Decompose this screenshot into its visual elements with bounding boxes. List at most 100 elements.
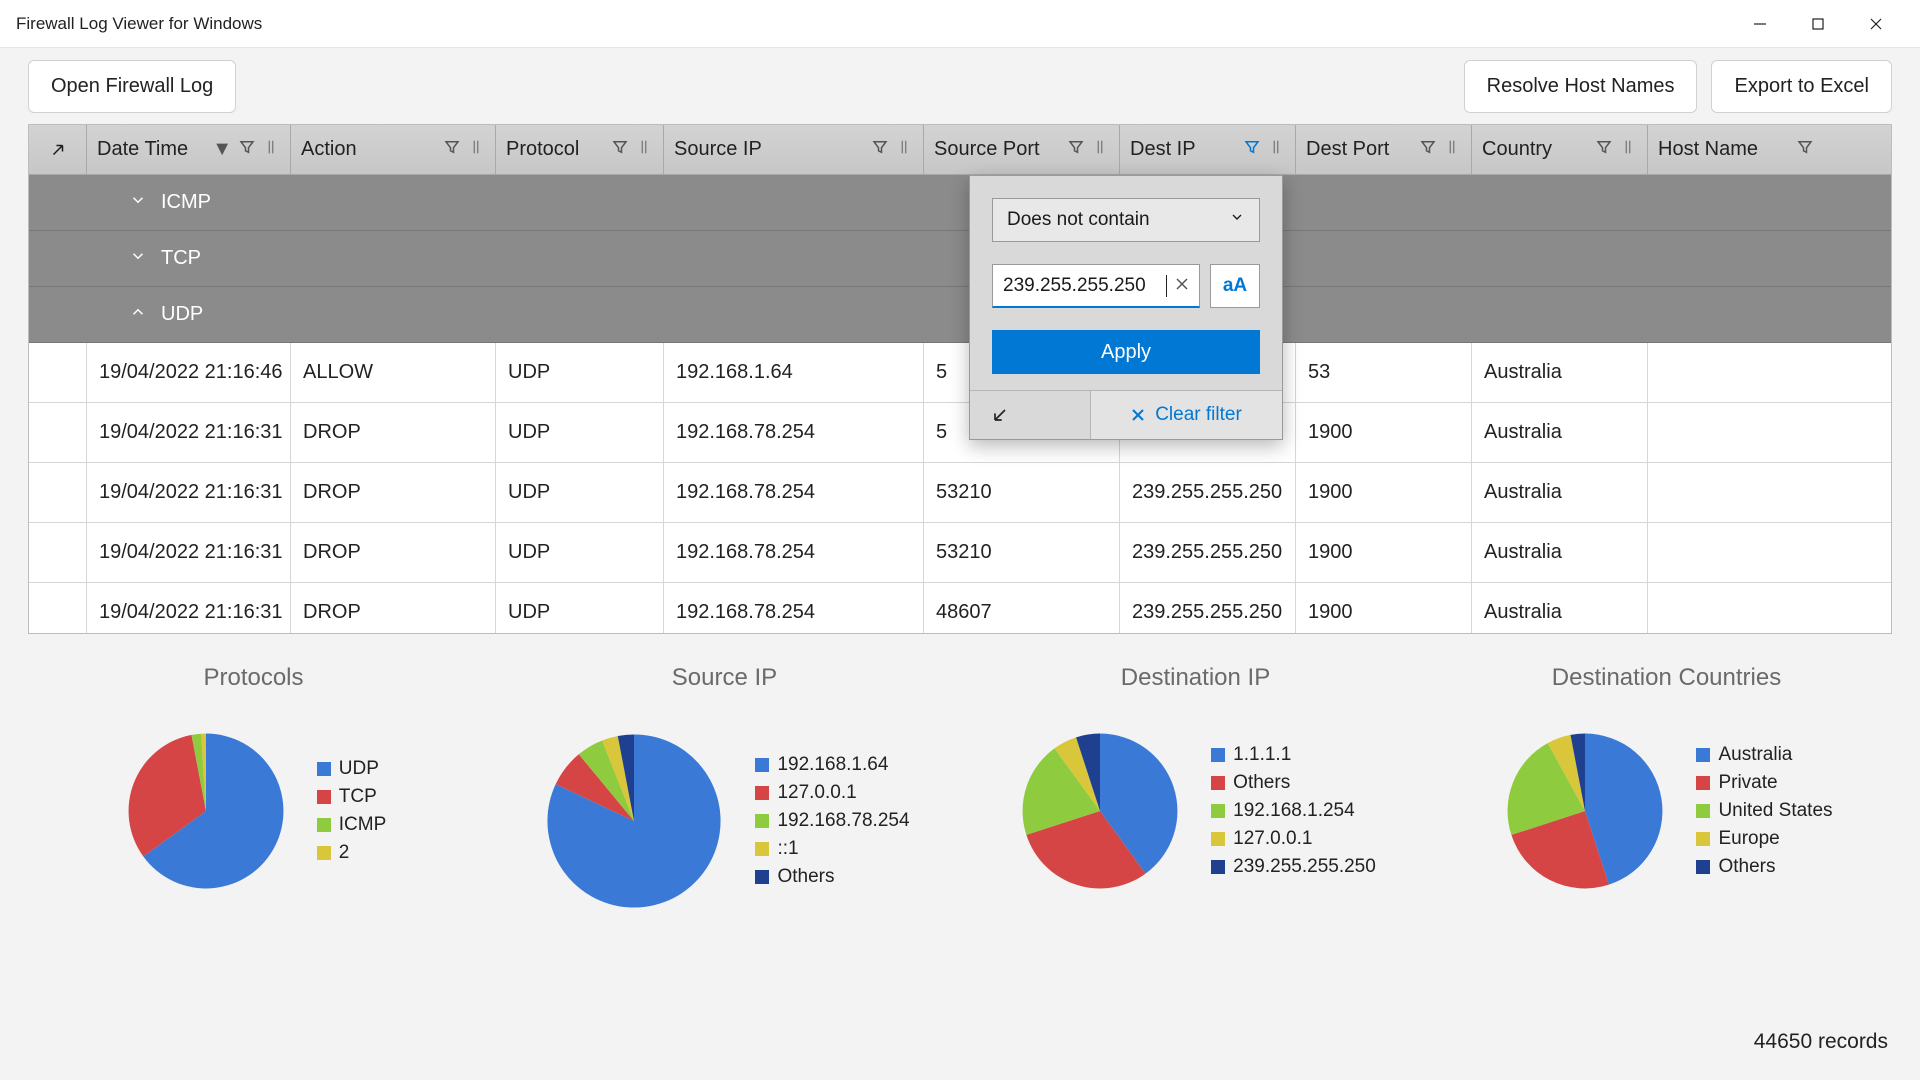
column-label: Protocol xyxy=(506,138,605,161)
column-header-datetime[interactable]: Date Time ▼ xyxy=(87,125,291,174)
chart-title: Destination IP xyxy=(1121,664,1270,692)
case-sensitive-toggle[interactable]: aA xyxy=(1210,264,1260,308)
legend-item: Others xyxy=(755,866,909,888)
group-row-tcp[interactable]: TCP xyxy=(29,231,1891,287)
cell-srcip: 192.168.78.254 xyxy=(664,523,924,582)
titlebar: Firewall Log Viewer for Windows xyxy=(0,0,1920,48)
cell-destip: 239.255.255.250 xyxy=(1120,463,1296,522)
filter-icon[interactable] xyxy=(443,138,461,162)
column-header-protocol[interactable]: Protocol xyxy=(496,125,664,174)
clear-filter-button[interactable]: Clear filter xyxy=(1090,391,1282,439)
column-header-source-ip[interactable]: Source IP xyxy=(664,125,924,174)
legend-swatch xyxy=(755,786,769,800)
pie-chart xyxy=(1015,726,1185,896)
row-gutter xyxy=(29,403,87,462)
expand-down-left-icon xyxy=(990,405,1010,425)
cell-srcip: 192.168.1.64 xyxy=(664,343,924,402)
filter-mode-select[interactable]: Does not contain xyxy=(992,198,1260,242)
legend-item: Private xyxy=(1696,772,1832,794)
column-label: Country xyxy=(1482,138,1589,161)
column-label: Action xyxy=(301,138,437,161)
column-resize-handle[interactable] xyxy=(895,138,913,162)
chart-countries: Destination Countries AustraliaPrivateUn… xyxy=(1441,664,1892,916)
cell-datetime: 19/04/2022 21:16:31 xyxy=(87,463,291,522)
cell-protocol: UDP xyxy=(496,583,664,634)
filter-icon[interactable] xyxy=(1595,138,1613,162)
apply-filter-button[interactable]: Apply xyxy=(992,330,1260,374)
legend-label: Others xyxy=(777,866,834,888)
column-resize-handle[interactable] xyxy=(467,138,485,162)
table-row[interactable]: 19/04/2022 21:16:31DROPUDP192.168.78.254… xyxy=(29,403,1891,463)
filter-icon[interactable] xyxy=(1067,138,1085,162)
legend-swatch xyxy=(317,846,331,860)
cell-srcport: 53210 xyxy=(924,463,1120,522)
legend-item: United States xyxy=(1696,800,1832,822)
legend-label: ICMP xyxy=(339,814,387,836)
row-gutter xyxy=(29,523,87,582)
export-to-excel-button[interactable]: Export to Excel xyxy=(1711,60,1892,113)
maximize-button[interactable] xyxy=(1790,0,1846,48)
chart-title: Protocols xyxy=(203,664,303,692)
pie-chart xyxy=(1500,726,1670,896)
group-label: UDP xyxy=(161,303,203,326)
legend-swatch xyxy=(1696,860,1710,874)
filter-icon[interactable] xyxy=(1243,138,1261,162)
cell-datetime: 19/04/2022 21:16:31 xyxy=(87,583,291,634)
cell-datetime: 19/04/2022 21:16:31 xyxy=(87,403,291,462)
group-row-icmp[interactable]: ICMP xyxy=(29,175,1891,231)
filter-expand-button[interactable] xyxy=(970,391,1030,439)
chart-protocols: Protocols UDPTCPICMP2 xyxy=(28,664,479,916)
legend-item: 192.168.78.254 xyxy=(755,810,909,832)
group-row-udp[interactable]: UDP xyxy=(29,287,1891,343)
filter-icon[interactable] xyxy=(238,138,256,162)
column-resize-handle[interactable] xyxy=(1443,138,1461,162)
column-header-dest-port[interactable]: Dest Port xyxy=(1296,125,1472,174)
open-firewall-log-button[interactable]: Open Firewall Log xyxy=(28,60,236,113)
legend-item: ICMP xyxy=(317,814,387,836)
column-label: Date Time xyxy=(97,138,206,161)
cell-protocol: UDP xyxy=(496,403,664,462)
cell-action: DROP xyxy=(291,583,496,634)
filter-value-input[interactable]: 239.255.255.250 xyxy=(992,264,1200,308)
expand-arrow-icon xyxy=(49,141,67,159)
column-header-country[interactable]: Country xyxy=(1472,125,1648,174)
legend-label: 2 xyxy=(339,842,350,864)
column-label: Source Port xyxy=(934,138,1061,161)
column-header-source-port[interactable]: Source Port xyxy=(924,125,1120,174)
column-resize-handle[interactable] xyxy=(1267,138,1285,162)
cell-destip: 239.255.255.250 xyxy=(1120,523,1296,582)
table-row[interactable]: 19/04/2022 21:16:46ALLOWUDP192.168.1.645… xyxy=(29,343,1891,403)
table-row[interactable]: 19/04/2022 21:16:31DROPUDP192.168.78.254… xyxy=(29,463,1891,523)
legend-item: ::1 xyxy=(755,838,909,860)
expand-all-button[interactable] xyxy=(29,125,87,174)
chart-title: Destination Countries xyxy=(1552,664,1781,692)
column-resize-handle[interactable] xyxy=(1619,138,1637,162)
column-resize-handle[interactable] xyxy=(1091,138,1109,162)
clear-input-button[interactable] xyxy=(1175,275,1189,297)
sort-desc-icon: ▼ xyxy=(212,138,232,161)
cell-host xyxy=(1648,523,1824,582)
cell-destport: 1900 xyxy=(1296,403,1472,462)
table-row[interactable]: 19/04/2022 21:16:31DROPUDP192.168.78.254… xyxy=(29,583,1891,634)
cell-protocol: UDP xyxy=(496,343,664,402)
column-header-host-name[interactable]: Host Name xyxy=(1648,125,1824,174)
filter-icon[interactable] xyxy=(1796,138,1814,162)
legend-label: UDP xyxy=(339,758,379,780)
column-label: Host Name xyxy=(1658,138,1790,161)
column-header-action[interactable]: Action xyxy=(291,125,496,174)
minimize-button[interactable] xyxy=(1732,0,1788,48)
filter-icon[interactable] xyxy=(611,138,629,162)
table-row[interactable]: 19/04/2022 21:16:31DROPUDP192.168.78.254… xyxy=(29,523,1891,583)
legend-label: Private xyxy=(1718,772,1777,794)
column-resize-handle[interactable] xyxy=(262,138,280,162)
chart-title: Source IP xyxy=(672,664,777,692)
column-header-dest-ip[interactable]: Dest IP xyxy=(1120,125,1296,174)
filter-icon[interactable] xyxy=(1419,138,1437,162)
filter-icon[interactable] xyxy=(871,138,889,162)
legend-item: 192.168.1.254 xyxy=(1211,800,1376,822)
legend-label: Others xyxy=(1718,856,1775,878)
resolve-host-names-button[interactable]: Resolve Host Names xyxy=(1464,60,1698,113)
column-resize-handle[interactable] xyxy=(635,138,653,162)
cell-host xyxy=(1648,403,1824,462)
close-button[interactable] xyxy=(1848,0,1904,48)
